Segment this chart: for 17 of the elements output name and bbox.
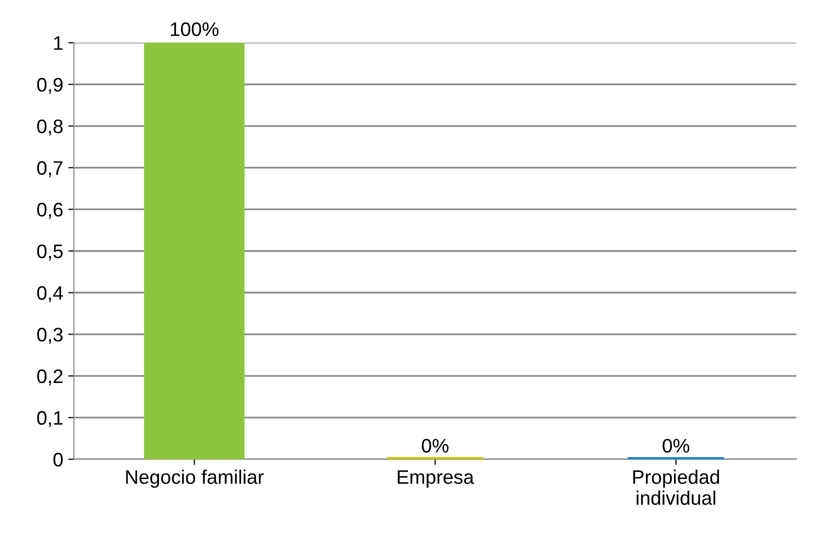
x-tick-label: Negocio familiar [126, 470, 264, 488]
y-tick-label: 0,8 [37, 119, 63, 136]
y-tick-label: 0,7 [37, 161, 62, 178]
y-tick-label: 0,5 [37, 244, 63, 261]
y-tick-label: 0,1 [37, 411, 63, 428]
y-tick-label: 0 [53, 452, 63, 466]
y-tick-label: 0,4 [37, 286, 63, 302]
y-tick-label: 1 [54, 36, 63, 50]
x-tick-label: Empresa [398, 470, 474, 488]
y-tick-label: 0,3 [37, 328, 63, 344]
data-label: 0% [422, 438, 448, 453]
y-tick-label: 0,9 [37, 78, 63, 94]
x-tick-label: Propiedad individual [633, 470, 720, 505]
data-label: 100% [170, 22, 218, 36]
y-tick-label: 0,2 [37, 369, 62, 386]
data-label: 0% [662, 438, 690, 453]
y-tick-label: 0,6 [37, 202, 63, 219]
